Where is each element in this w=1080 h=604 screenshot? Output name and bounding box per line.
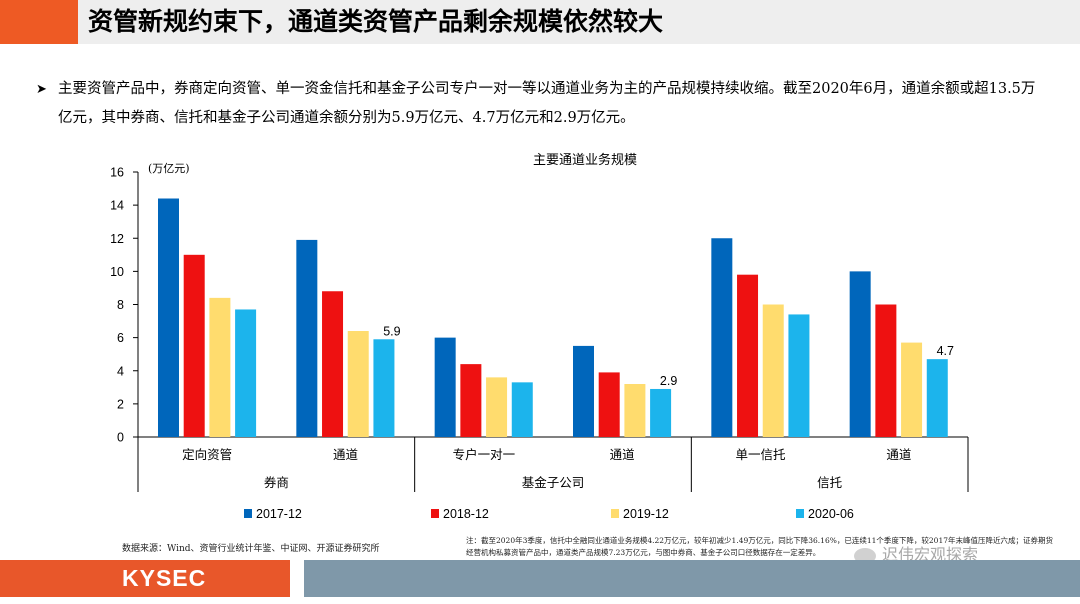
bar: [347, 331, 369, 437]
watermark-text: 迟伟宏观探索: [882, 545, 979, 564]
x-tick-label: 通道: [886, 447, 912, 462]
bar: [875, 304, 897, 437]
header-bar: [0, 0, 1080, 44]
bar: [511, 382, 533, 437]
bullet-paragraph: ➤ 主要资管产品中，券商定向资管、单一资金信托和基金子公司专户一对一等以通道业务…: [36, 75, 1046, 133]
legend-label: 2018-12: [443, 507, 489, 521]
data-label: 2.9: [660, 374, 677, 388]
data-label: 4.7: [937, 344, 954, 358]
bar: [762, 304, 784, 437]
bar: [926, 359, 948, 437]
legend-swatch: [244, 509, 252, 518]
bar: [901, 342, 923, 437]
footer-bar: [304, 560, 1080, 597]
bar: [624, 384, 646, 437]
bar: [209, 297, 231, 437]
bar: [849, 271, 871, 437]
legend-swatch: [611, 509, 619, 518]
bar: [598, 372, 620, 437]
watermark: 迟伟宏观探索: [854, 541, 978, 565]
bar: [788, 314, 810, 437]
y-tick-label: 4: [117, 364, 124, 378]
x-tick-label: 定向资管: [182, 447, 232, 462]
source-note: 数据来源：Wind、资管行业统计年鉴、中证网、开源证券研究所: [122, 544, 380, 554]
bar: [296, 239, 318, 437]
x-tick-label: 单一信托: [735, 447, 785, 462]
y-tick-label: 8: [117, 298, 124, 312]
y-tick-label: 0: [117, 431, 124, 445]
bar: [434, 337, 456, 437]
x-tick-label: 专户一对一: [453, 447, 516, 462]
bar: [158, 198, 179, 437]
group-label: 基金子公司: [522, 475, 585, 490]
y-tick-label: 10: [110, 265, 124, 279]
bar: [486, 377, 508, 437]
footer-logo-box: [0, 560, 290, 597]
x-tick-label: 通道: [333, 447, 359, 462]
legend-label: 2020-06: [808, 507, 854, 521]
y-tick-label: 12: [110, 232, 124, 246]
bar: [183, 254, 205, 437]
y-tick-label: 2: [117, 397, 124, 411]
bullet-text: 主要资管产品中，券商定向资管、单一资金信托和基金子公司专户一对一等以通道业务为主…: [58, 81, 1036, 126]
bar: [235, 309, 257, 437]
bar: [460, 364, 482, 437]
chart-title: 主要通道业务规模: [533, 152, 637, 168]
bar: [573, 345, 594, 437]
legend-label: 2017-12: [256, 507, 302, 521]
bar: [650, 388, 672, 437]
header-accent: [0, 0, 78, 44]
data-label: 5.9: [383, 324, 400, 338]
y-axis-label: (万亿元): [148, 162, 190, 175]
footnote: 注：截至2020年3季度，信托中全融同业通道业务规模4.22万亿元，较年初减少1…: [466, 536, 1053, 557]
bar: [711, 238, 733, 437]
y-tick-label: 14: [110, 199, 124, 213]
bar: [737, 274, 759, 437]
group-label: 信托: [817, 475, 842, 490]
footer-logo: KYSEC: [122, 565, 207, 591]
wechat-icon: [854, 547, 876, 564]
legend-swatch: [431, 509, 439, 518]
y-tick-label: 16: [110, 166, 124, 180]
group-label: 券商: [264, 475, 289, 490]
bullet-arrow-icon: ➤: [36, 82, 47, 97]
legend-swatch: [796, 509, 804, 518]
y-tick-label: 6: [117, 331, 124, 345]
slide-title: 资管新规约束下，通道类资管产品剩余规模依然较大: [88, 7, 664, 36]
legend-label: 2019-12: [623, 507, 669, 521]
bar: [373, 339, 395, 437]
x-tick-label: 通道: [610, 447, 636, 462]
bar: [322, 291, 344, 437]
